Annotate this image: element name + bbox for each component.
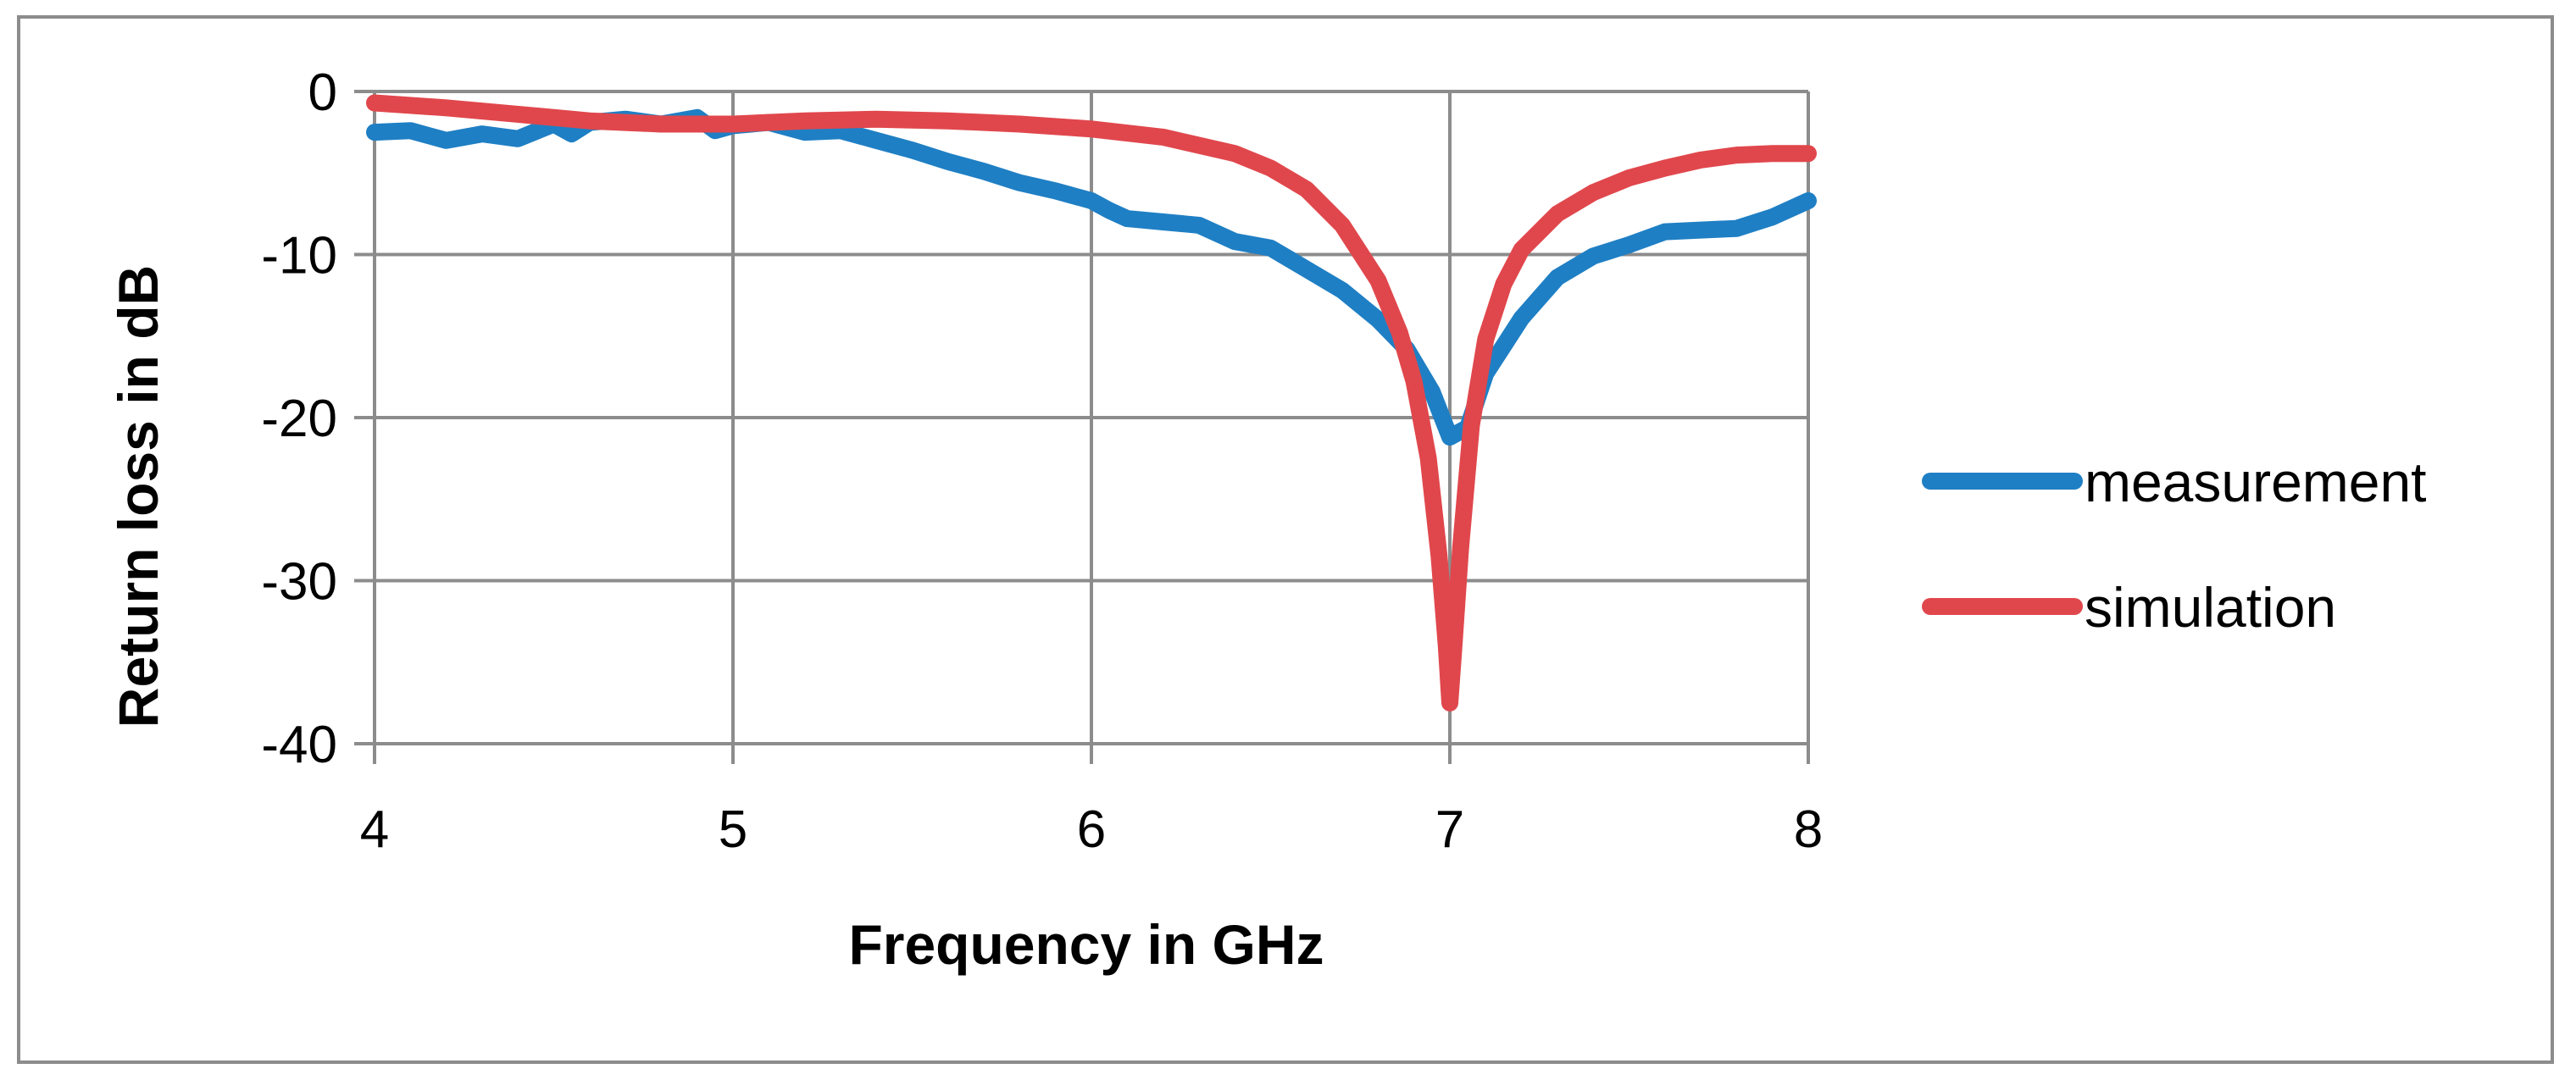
y-tick-label: -30: [261, 553, 337, 612]
legend-label-simulation: simulation: [2085, 576, 2336, 639]
series-line-simulation: [366, 94, 1817, 712]
y-tick-label: -20: [261, 390, 337, 448]
legend-label-measurement: measurement: [2085, 451, 2427, 513]
y-axis-title: Return loss in dB: [107, 265, 169, 728]
x-tick-label: 4: [360, 800, 389, 859]
x-tick-label: 5: [719, 800, 747, 859]
y-tick-label: -10: [261, 227, 337, 285]
x-axis-title: Frequency in GHz: [848, 913, 1324, 976]
plot-area: [366, 94, 1817, 712]
x-tick-label: 7: [1435, 800, 1464, 859]
chart-frame: [17, 15, 2554, 1064]
y-tick-label: 0: [308, 64, 337, 122]
y-tick-label: -40: [261, 716, 337, 774]
legend: measurement simulation: [1922, 451, 2427, 639]
x-tick-label: 8: [1794, 800, 1823, 859]
x-tick-label: 6: [1077, 800, 1106, 859]
axes: 0 -10 -20 -30 -40 4 5 6 7 8: [261, 64, 1823, 859]
